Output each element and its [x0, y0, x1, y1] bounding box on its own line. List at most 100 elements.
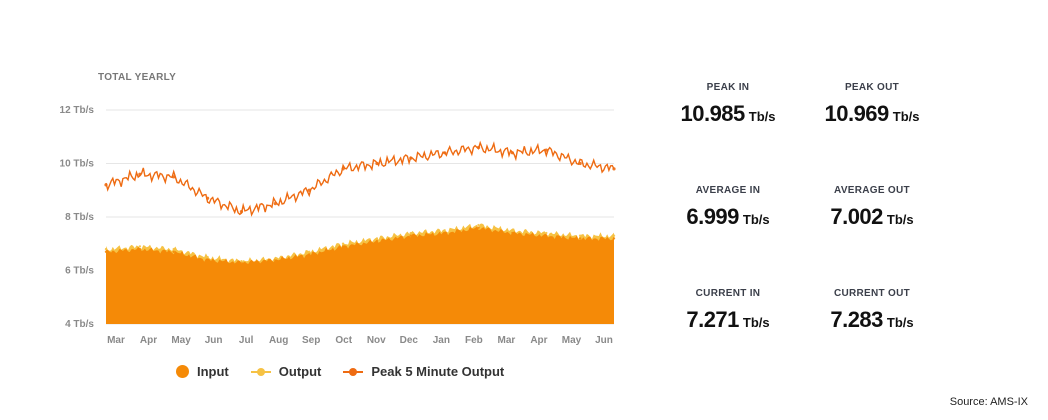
x-tick-label: Jul: [239, 335, 254, 346]
data-point-peak: [443, 151, 447, 155]
legend-swatch-peak: [343, 365, 364, 378]
data-point-output: [375, 237, 379, 240]
data-point-output: [206, 255, 209, 259]
legend-label-output: Output: [278, 364, 322, 379]
stat-label: AVERAGE IN: [695, 185, 761, 196]
stat-unit: Tb/s: [886, 212, 914, 227]
stat-label: AVERAGE OUT: [834, 185, 910, 196]
legend-swatch-output: [250, 365, 271, 378]
stat-peak-in: PEAK IN 10.985 Tb/s: [648, 82, 808, 127]
traffic-chart: 4 Tb/s 6 Tb/s 8 Tb/s 10 Tb/s 12 Tb/s Mar Apr Ma…: [60, 105, 616, 346]
data-point-input: [612, 237, 616, 240]
data-point-peak: [578, 161, 582, 166]
data-point-input: [511, 231, 514, 235]
data-point-output: [104, 247, 108, 251]
data-point-output: [274, 257, 277, 260]
stat-number: 6.999: [686, 204, 739, 229]
stat-unit: Tb/s: [886, 315, 914, 330]
data-point-peak: [375, 161, 379, 166]
stat-value: 7.002 Tb/s: [792, 204, 952, 230]
data-point-output: [240, 259, 243, 263]
data-point-peak: [104, 183, 108, 187]
data-point-input: [341, 245, 345, 248]
stat-number: 7.002: [830, 204, 883, 229]
data-point-peak: [273, 202, 277, 206]
stat-number: 10.985: [680, 101, 745, 126]
data-point-peak: [544, 148, 548, 152]
data-point-peak: [138, 172, 142, 176]
stat-number: 7.283: [830, 307, 883, 332]
x-tick-label: Apr: [530, 335, 547, 346]
y-tick-label: 8 Tb/s: [65, 212, 94, 223]
data-point-output: [545, 231, 548, 235]
data-point-input: [477, 226, 480, 229]
data-point-input: [138, 247, 142, 251]
x-tick-label: Sep: [302, 335, 320, 346]
stat-unit: Tb/s: [742, 315, 770, 330]
x-tick-label: May: [171, 335, 191, 346]
stat-current-in: CURRENT IN 7.271 Tb/s: [648, 288, 808, 333]
data-point-peak: [476, 145, 481, 150]
y-tick-label: 6 Tb/s: [65, 266, 94, 277]
data-point-output: [477, 223, 480, 227]
chart-legend: Input Output Peak 5 Minute Output: [176, 364, 504, 379]
x-tick-label: Nov: [367, 335, 386, 346]
data-point-input: [172, 250, 175, 253]
data-point-output: [511, 229, 514, 232]
data-point-peak: [341, 167, 345, 171]
stat-average-in: AVERAGE IN 6.999 Tb/s: [648, 185, 808, 230]
stat-label: CURRENT OUT: [833, 288, 911, 299]
x-tick-label: Mar: [498, 335, 516, 346]
stat-peak-out: PEAK OUT 10.969 Tb/s: [792, 82, 952, 127]
stat-current-out: CURRENT OUT 7.283 Tb/s: [792, 288, 952, 333]
data-point-peak: [206, 196, 210, 200]
series-line-peak: [105, 140, 615, 217]
stat-number: 10.969: [824, 101, 889, 126]
data-point-peak: [612, 167, 616, 171]
legend-item-input[interactable]: Input: [176, 364, 229, 379]
data-point-input: [578, 237, 582, 240]
stat-number: 7.271: [686, 307, 739, 332]
x-tick-label: Jun: [595, 335, 613, 346]
stat-value: 6.999 Tb/s: [648, 204, 808, 230]
stat-unit: Tb/s: [892, 109, 920, 124]
data-point-input: [104, 250, 108, 253]
stat-average-out: AVERAGE OUT 7.002 Tb/s: [792, 185, 952, 230]
stat-label: CURRENT IN: [695, 288, 761, 299]
x-tick-label: Jan: [433, 335, 450, 346]
stat-value: 7.283 Tb/s: [792, 307, 952, 333]
stat-label: PEAK OUT: [844, 82, 900, 93]
source-note: Source: AMS-IX: [949, 396, 1028, 408]
stat-value: 10.985 Tb/s: [648, 101, 808, 127]
x-tick-label: Oct: [335, 335, 352, 346]
y-tick-label: 4 Tb/s: [65, 319, 94, 330]
y-tick-label: 10 Tb/s: [60, 159, 95, 170]
x-tick-label: Apr: [140, 335, 157, 346]
data-point-input: [308, 253, 311, 256]
stat-value: 7.271 Tb/s: [648, 307, 808, 333]
x-tick-label: Feb: [465, 335, 483, 346]
legend-item-peak[interactable]: Peak 5 Minute Output: [343, 364, 504, 379]
x-tick-label: Jun: [205, 335, 223, 346]
data-point-input: [545, 234, 548, 237]
legend-item-output[interactable]: Output: [250, 364, 322, 379]
data-point-output: [308, 250, 311, 253]
x-tick-label: Dec: [400, 335, 419, 346]
legend-label-input: Input: [197, 364, 229, 379]
data-point-peak: [172, 175, 176, 179]
data-point-peak: [510, 151, 514, 155]
stat-label: PEAK IN: [706, 82, 750, 93]
x-tick-label: Aug: [269, 335, 288, 346]
series-area-input: [106, 226, 614, 324]
data-point-input: [409, 234, 412, 237]
x-tick-label: May: [562, 335, 582, 346]
data-point-input: [206, 258, 209, 261]
data-point-peak: [307, 188, 311, 192]
data-point-output: [443, 229, 446, 232]
chart-title: TOTAL YEARLY: [98, 72, 177, 83]
data-point-peak: [239, 210, 244, 214]
data-point-output: [172, 247, 175, 251]
x-tick-label: Mar: [107, 335, 125, 346]
data-point-output: [612, 234, 616, 237]
data-point-output: [138, 245, 142, 248]
